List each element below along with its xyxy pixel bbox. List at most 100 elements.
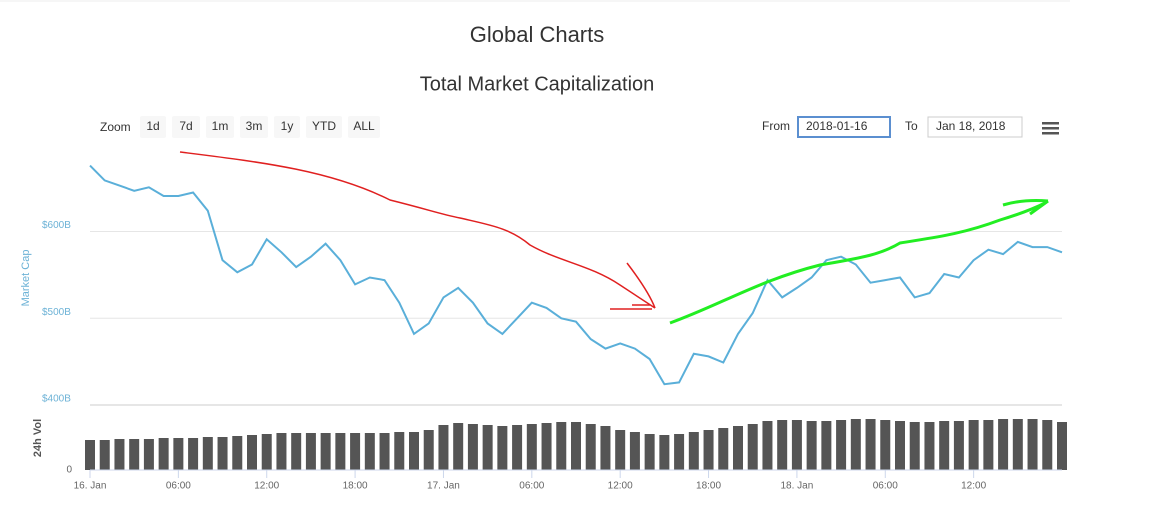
volume-bar — [1057, 422, 1067, 470]
volume-bar — [880, 420, 891, 470]
volume-bar — [158, 438, 169, 470]
volume-bar — [291, 433, 302, 470]
x-tick-label: 18:00 — [696, 481, 721, 492]
volume-bar — [350, 433, 361, 470]
red-arrow-head — [610, 262, 656, 310]
volume-bar — [644, 434, 655, 470]
zoom-button[interactable] — [306, 116, 342, 138]
to-input[interactable] — [927, 116, 1023, 138]
volume-bar — [585, 424, 596, 470]
volume-bar — [733, 426, 743, 470]
y-tick-label: $600B — [42, 220, 71, 231]
from-input[interactable] — [797, 116, 891, 138]
volume-bar — [629, 432, 640, 470]
zoom-button[interactable] — [274, 116, 300, 138]
volume-bar — [703, 430, 714, 470]
zoom-button-label: 1m — [212, 119, 229, 133]
volume-bar — [571, 422, 581, 470]
volume-bar — [129, 439, 140, 470]
y-tick-label: $400B — [42, 394, 71, 405]
volume-bar — [335, 433, 346, 470]
volume-bar — [909, 422, 920, 470]
volume-bar — [998, 419, 1009, 470]
volume-bar — [188, 438, 199, 470]
x-tick-label: 18. Jan — [781, 481, 814, 492]
x-tick-label: 18:00 — [343, 481, 368, 492]
volume-bar — [836, 420, 847, 470]
zoom-button-label: 1d — [146, 119, 159, 133]
volume-bar — [865, 419, 876, 470]
volume-bar — [85, 440, 95, 470]
menu-icon[interactable] — [1042, 122, 1059, 135]
volume-bar — [850, 419, 861, 470]
volume-bar — [379, 433, 390, 470]
zoom-button[interactable] — [348, 116, 380, 138]
plot: $400B $500B $600B 016. Jan 06:00 12:00 18:00 17… — [42, 164, 1067, 492]
to-value: Jan 18, 2018 — [936, 119, 1006, 133]
from-label: From — [762, 119, 790, 133]
volume-bar — [821, 421, 832, 470]
volume-bar — [541, 423, 552, 470]
vol-axis-title: 24h Vol — [32, 419, 44, 457]
volume-bar — [320, 433, 331, 470]
volume-bar — [202, 437, 213, 470]
x-tick-label: 16. Jan — [74, 481, 107, 492]
volume-bar — [217, 437, 228, 470]
volume-bar — [556, 422, 567, 470]
zoom-button-label: 7d — [179, 119, 192, 133]
volume-bar — [953, 421, 964, 470]
page-title: Global Charts — [470, 22, 605, 47]
to-label: To — [905, 119, 918, 133]
y-tick-label: $500B — [42, 307, 71, 318]
volume-bar — [1012, 419, 1023, 470]
zoom-button-label: ALL — [353, 119, 375, 133]
volume-bar — [791, 420, 802, 470]
volume-bar — [247, 435, 257, 470]
volume-bar — [939, 421, 950, 470]
volume-bar — [659, 435, 670, 470]
volume-bar — [777, 420, 788, 470]
zoom-label: Zoom — [100, 120, 131, 134]
y-tick-label: 0 — [66, 465, 72, 476]
x-tick-label: 12:00 — [254, 481, 279, 492]
volume-bar — [762, 421, 773, 470]
volume-bar — [512, 425, 523, 470]
zoom-button[interactable] — [140, 116, 166, 138]
x-tick-label: 06:00 — [519, 481, 544, 492]
volume-bar — [276, 433, 287, 470]
zoom-button-label: 3m — [246, 119, 263, 133]
volume-bar — [423, 430, 434, 470]
x-tick-label: 12:00 — [608, 481, 633, 492]
volume-bar — [409, 432, 419, 470]
from-value: 2018-01-16 — [806, 119, 868, 133]
volume-bar — [232, 436, 243, 470]
volume-bar — [173, 438, 184, 470]
zoom-button-label: YTD — [312, 119, 336, 133]
x-tick-label: 06:00 — [873, 481, 898, 492]
zoom-button[interactable] — [240, 116, 268, 138]
volume-bar — [394, 432, 405, 470]
x-tick-label: 06:00 — [166, 481, 191, 492]
volume-bar — [600, 426, 611, 470]
volume-bar — [1027, 419, 1038, 470]
zoom-button[interactable] — [172, 116, 200, 138]
x-tick-label: 12:00 — [961, 481, 986, 492]
red-annotation-arrow — [179, 151, 656, 309]
volume-bar — [718, 428, 729, 470]
volume-bar — [438, 425, 449, 470]
volume-bar — [924, 422, 935, 470]
volume-bar — [615, 430, 626, 470]
zoom-button[interactable] — [206, 116, 234, 138]
y-axis-title: Market Cap — [20, 250, 32, 307]
volume-bar — [482, 425, 493, 470]
volume-bar — [895, 421, 905, 470]
volume-bar — [747, 424, 758, 470]
green-arrow-head — [1002, 199, 1049, 216]
volume-bar — [674, 434, 685, 470]
volume-bar — [305, 433, 316, 470]
volume-bar — [526, 424, 537, 470]
volume-bar — [261, 434, 272, 470]
volume-bar — [99, 440, 110, 470]
chart-title: Total Market Capitalization — [420, 73, 655, 95]
